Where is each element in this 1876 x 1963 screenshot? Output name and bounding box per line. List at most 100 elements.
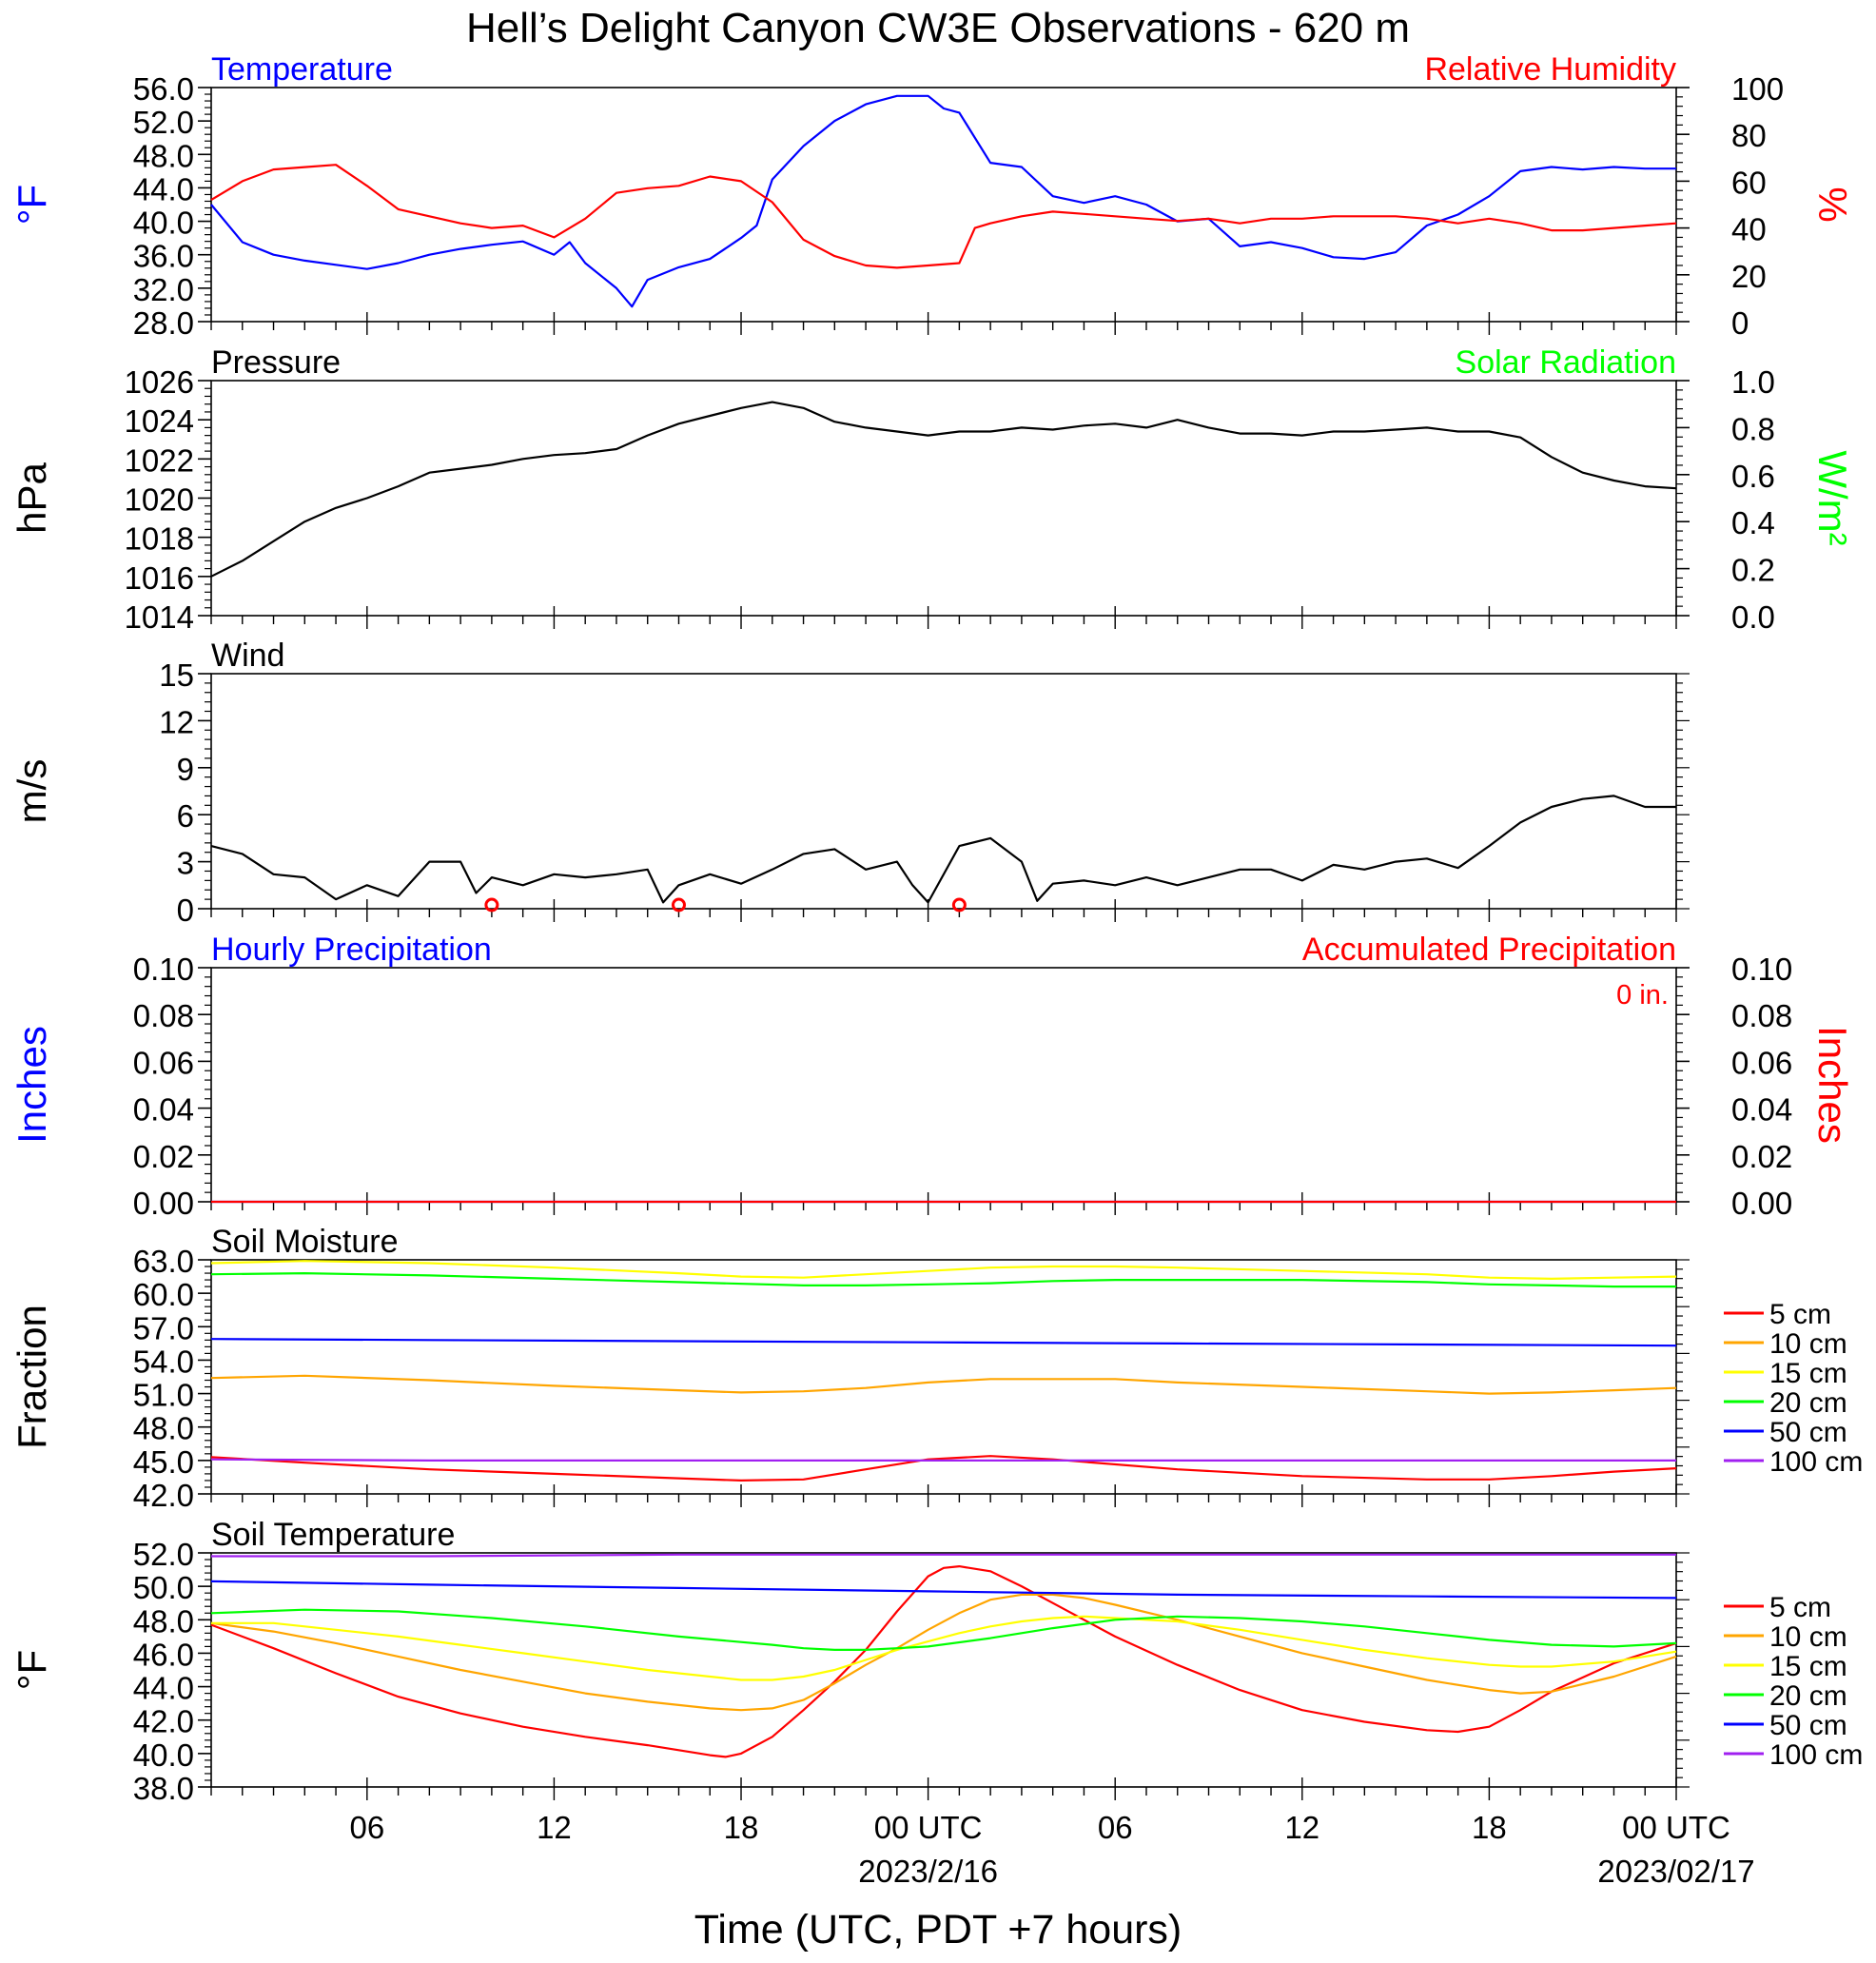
y-tick-label: 40.0: [133, 1737, 194, 1773]
y-tick-label: 32.0: [133, 272, 194, 307]
y-tick-label: 1018: [125, 521, 194, 557]
series-soil-moisture-10-cm: [211, 1376, 1676, 1394]
left-unit-label: m/s: [10, 759, 54, 824]
y-tick-label: 42.0: [133, 1478, 194, 1513]
chart-title: Hell’s Delight Canyon CW3E Observations …: [466, 5, 1410, 51]
y-tick-label: 1016: [125, 560, 194, 596]
y-tick-label: 60.0: [133, 1277, 194, 1312]
y-tick-label: 42.0: [133, 1704, 194, 1739]
panel-soil-temp: [198, 1553, 1764, 1800]
y2-tick-label: 20: [1731, 259, 1767, 294]
left-unit-label: Fraction: [10, 1305, 54, 1449]
y-tick-label: 46.0: [133, 1637, 194, 1672]
y-tick-label: 15: [159, 658, 194, 693]
panel-left-title: Wind: [211, 638, 284, 674]
panel-temp-rh: [198, 88, 1690, 335]
right-unit-label: W/m²: [1810, 450, 1855, 545]
left-unit-label: Inches: [10, 1026, 54, 1144]
plot-frame: [211, 968, 1676, 1202]
y-tick-label: 1020: [125, 482, 194, 518]
panel-left-title: Pressure: [211, 344, 341, 381]
y-tick-label: 9: [177, 752, 194, 787]
x-tick-label: 12: [1284, 1810, 1319, 1845]
y-tick-label: 44.0: [133, 1671, 194, 1706]
y-tick-label: 52.0: [133, 1537, 194, 1572]
y-tick-label: 48.0: [133, 1411, 194, 1446]
y-tick-label: 52.0: [133, 105, 194, 140]
y2-tick-label: 40: [1731, 212, 1767, 247]
series-soil-moisture-50-cm: [211, 1339, 1676, 1345]
x-tick-label: 00 UTC: [874, 1810, 983, 1845]
x-tick-label: 12: [537, 1810, 572, 1845]
panel-pressure: [198, 381, 1690, 629]
series-soil-temp-50-cm: [211, 1581, 1676, 1599]
series-soil-temp-100-cm: [211, 1555, 1676, 1557]
legend-label: 5 cm: [1769, 1592, 1831, 1623]
y-tick-label: 48.0: [133, 138, 194, 173]
legend-label: 10 cm: [1769, 1328, 1847, 1360]
y2-tick-label: 0.2: [1731, 553, 1775, 588]
left-unit-label: °F: [10, 1650, 54, 1690]
y-tick-label: 0.04: [133, 1092, 194, 1128]
legend-label: 10 cm: [1769, 1621, 1847, 1653]
y-tick-label: 50.0: [133, 1570, 194, 1605]
y-tick-label: 0.06: [133, 1045, 194, 1080]
panel-precip: [198, 968, 1690, 1215]
legend-label: 15 cm: [1769, 1358, 1847, 1389]
panel-left-title: Hourly Precipitation: [211, 932, 492, 968]
y-tick-label: 0.08: [133, 998, 194, 1033]
accumulated-total-label: 0 in.: [1616, 980, 1669, 1011]
series-temp-rh-relative-humidity: [211, 165, 1676, 267]
left-unit-label: °F: [10, 185, 54, 225]
y2-tick-label: 1.0: [1731, 364, 1775, 400]
x-tick-date-label: 2023/2/16: [858, 1854, 998, 1889]
y-tick-label: 54.0: [133, 1344, 194, 1379]
y-tick-label: 44.0: [133, 171, 194, 206]
panel-left-title: Temperature: [211, 51, 393, 88]
legend-label: 20 cm: [1769, 1680, 1847, 1712]
plot-frame: [211, 88, 1676, 322]
x-tick-label: 06: [349, 1810, 384, 1845]
panel-right-title: Accumulated Precipitation: [1302, 932, 1676, 968]
x-tick-date-label: 2023/02/17: [1597, 1854, 1754, 1889]
series-pressure-pressure: [211, 402, 1676, 577]
y-tick-label: 1026: [125, 364, 194, 400]
x-tick-label: 18: [724, 1810, 759, 1845]
y-tick-label: 0: [177, 893, 194, 928]
panel-left-title: Soil Temperature: [211, 1517, 455, 1553]
y2-tick-label: 0: [1731, 305, 1749, 341]
y-tick-label: 6: [177, 798, 194, 834]
y-tick-label: 63.0: [133, 1244, 194, 1279]
y-tick-label: 12: [159, 704, 194, 739]
y-tick-label: 0.00: [133, 1186, 194, 1221]
y2-tick-label: 0.0: [1731, 599, 1775, 635]
y2-tick-label: 0.6: [1731, 459, 1775, 494]
y2-tick-label: 0.06: [1731, 1045, 1792, 1080]
legend-label: 5 cm: [1769, 1299, 1831, 1330]
y2-tick-label: 0.10: [1731, 952, 1792, 987]
legend-label: 100 cm: [1769, 1739, 1863, 1771]
y-tick-label: 1014: [125, 599, 194, 635]
y2-tick-label: 100: [1731, 71, 1784, 107]
y-tick-label: 57.0: [133, 1310, 194, 1345]
y2-tick-label: 80: [1731, 118, 1767, 153]
y2-tick-label: 0.04: [1731, 1092, 1792, 1128]
y2-tick-label: 0.4: [1731, 505, 1775, 540]
legend-label: 50 cm: [1769, 1710, 1847, 1741]
legend-label: 15 cm: [1769, 1651, 1847, 1682]
right-unit-label: %: [1810, 186, 1855, 222]
y2-tick-label: 0.02: [1731, 1139, 1792, 1174]
y-tick-label: 51.0: [133, 1378, 194, 1413]
y2-tick-label: 0.08: [1731, 998, 1792, 1033]
y2-tick-label: 0.8: [1731, 411, 1775, 446]
left-unit-label: hPa: [10, 461, 54, 533]
y-tick-label: 48.0: [133, 1603, 194, 1639]
y-tick-label: 0.10: [133, 952, 194, 987]
panel-soil-moisture: [198, 1260, 1764, 1507]
y2-tick-label: 0.00: [1731, 1186, 1792, 1221]
y-tick-label: 3: [177, 846, 194, 881]
y-tick-label: 0.02: [133, 1139, 194, 1174]
y-tick-label: 1022: [125, 442, 194, 478]
